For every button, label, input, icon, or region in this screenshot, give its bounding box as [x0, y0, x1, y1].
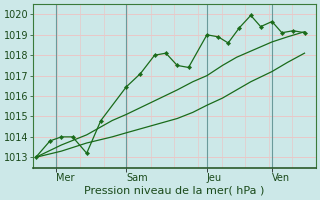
- X-axis label: Pression niveau de la mer( hPa ): Pression niveau de la mer( hPa ): [84, 186, 265, 196]
